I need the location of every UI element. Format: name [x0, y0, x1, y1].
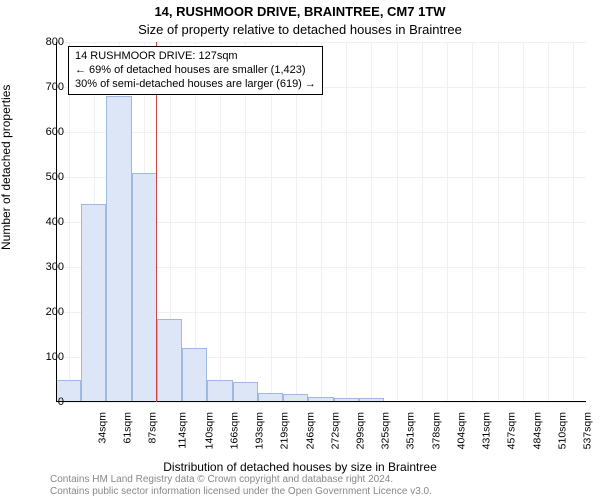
gridline-v: [422, 42, 423, 402]
chart-subtitle: Size of property relative to detached ho…: [0, 22, 600, 37]
xtick-label: 325sqm: [380, 412, 392, 449]
xtick-label: 34sqm: [96, 412, 108, 444]
xtick-label: 299sqm: [354, 412, 366, 449]
gridline-v: [371, 42, 372, 402]
xtick-label: 404sqm: [455, 412, 467, 449]
plot-area: 14 RUSHMOOR DRIVE: 127sqm← 69% of detach…: [56, 42, 586, 402]
xtick-label: 87sqm: [147, 412, 159, 444]
ytick-label: 100: [34, 351, 64, 363]
ytick-label: 400: [34, 216, 64, 228]
xtick-label: 484sqm: [531, 412, 543, 449]
histogram-bar: [233, 382, 258, 402]
annotation-line: 14 RUSHMOOR DRIVE: 127sqm: [75, 50, 316, 64]
xtick-label: 61sqm: [121, 412, 133, 444]
gridline-v: [321, 42, 322, 402]
xtick-label: 510sqm: [556, 412, 568, 449]
footer-line2: Contains public sector information licen…: [50, 486, 432, 498]
gridline-v: [548, 42, 549, 402]
histogram-bar: [106, 96, 131, 402]
gridline-v: [397, 42, 398, 402]
annotation-box: 14 RUSHMOOR DRIVE: 127sqm← 69% of detach…: [68, 46, 323, 95]
annotation-line: ← 69% of detached houses are smaller (1,…: [75, 64, 316, 78]
ytick-label: 600: [34, 126, 64, 138]
annotation-line: 30% of semi-detached houses are larger (…: [75, 78, 316, 92]
chart-title: 14, RUSHMOOR DRIVE, BRAINTREE, CM7 1TW: [0, 4, 600, 19]
gridline-v: [220, 42, 221, 402]
xtick-label: 457sqm: [506, 412, 518, 449]
gridline-v: [245, 42, 246, 402]
gridline-v: [447, 42, 448, 402]
xtick-label: 219sqm: [279, 412, 291, 449]
gridline-v: [498, 42, 499, 402]
ytick-label: 500: [34, 171, 64, 183]
histogram-bar: [182, 348, 207, 402]
xtick-label: 431sqm: [481, 412, 493, 449]
histogram-bar: [81, 204, 106, 402]
gridline-v: [573, 42, 574, 402]
xtick-label: 114sqm: [177, 412, 189, 449]
xtick-label: 246sqm: [304, 412, 316, 449]
y-axis-label: Number of detached properties: [0, 85, 13, 250]
histogram-bar: [207, 380, 232, 403]
xtick-label: 193sqm: [253, 412, 265, 449]
footer-line1: Contains HM Land Registry data © Crown c…: [50, 474, 432, 486]
gridline-v: [523, 42, 524, 402]
gridline-h: [56, 402, 586, 403]
xtick-label: 378sqm: [430, 412, 442, 449]
histogram-bar: [132, 173, 157, 403]
x-axis-line: [56, 401, 586, 402]
xtick-label: 272sqm: [329, 412, 341, 449]
ytick-label: 700: [34, 81, 64, 93]
gridline-v: [296, 42, 297, 402]
gridline-v: [472, 42, 473, 402]
ytick-label: 200: [34, 306, 64, 318]
gridline-v: [346, 42, 347, 402]
gridline-v: [69, 42, 70, 402]
xtick-label: 140sqm: [203, 412, 215, 449]
ytick-label: 0: [34, 396, 64, 408]
gridline-v: [271, 42, 272, 402]
x-axis-label: Distribution of detached houses by size …: [0, 460, 600, 474]
histogram-bar: [157, 319, 182, 402]
ytick-label: 800: [34, 36, 64, 48]
xtick-label: 537sqm: [582, 412, 594, 449]
xtick-label: 166sqm: [228, 412, 240, 449]
footer-text: Contains HM Land Registry data © Crown c…: [50, 474, 432, 498]
ytick-label: 300: [34, 261, 64, 273]
xtick-label: 351sqm: [405, 412, 417, 449]
marker-line: [156, 42, 158, 402]
